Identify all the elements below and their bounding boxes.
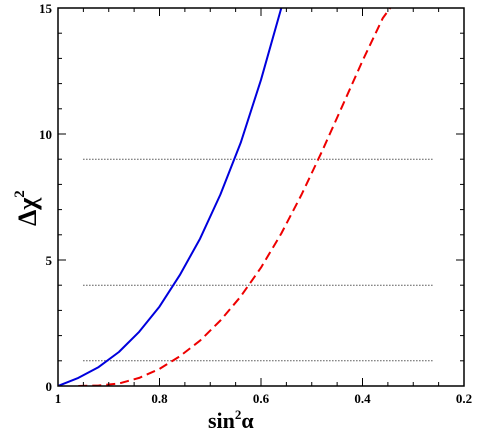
x-tick-label: 1: [55, 391, 62, 406]
x-axis-title-symbol: α: [241, 408, 254, 433]
series-group: [58, 8, 392, 386]
tick-labels: 1 0.8 0.6 0.4 0.2 0 5 10 15: [39, 1, 472, 406]
y-tick-label: 15: [39, 1, 53, 16]
y-axis-title: Δχ2: [12, 190, 42, 226]
x-tick-label: 0.2: [456, 391, 472, 406]
x-axis-title-main: sin: [208, 408, 235, 433]
x-tick-label: 0.8: [151, 391, 168, 406]
plot-frame: [57, 7, 465, 387]
y-tick-label: 0: [46, 379, 53, 394]
x-tick-label: 0.4: [354, 391, 371, 406]
series-line-solid: [58, 8, 283, 386]
x-axis-title: sin2α: [208, 407, 254, 433]
y-axis-title-superscript: 2: [12, 190, 28, 198]
ticks: [57, 7, 465, 387]
reference-lines: [83, 158, 434, 362]
x-axis-title-superscript: 2: [235, 407, 242, 422]
series-line-dashed: [78, 8, 392, 386]
y-tick-label: 5: [46, 253, 53, 268]
x-tick-label: 0.6: [253, 391, 270, 406]
y-axis-title-main: Δχ: [13, 197, 42, 226]
y-tick-label: 10: [39, 127, 52, 142]
